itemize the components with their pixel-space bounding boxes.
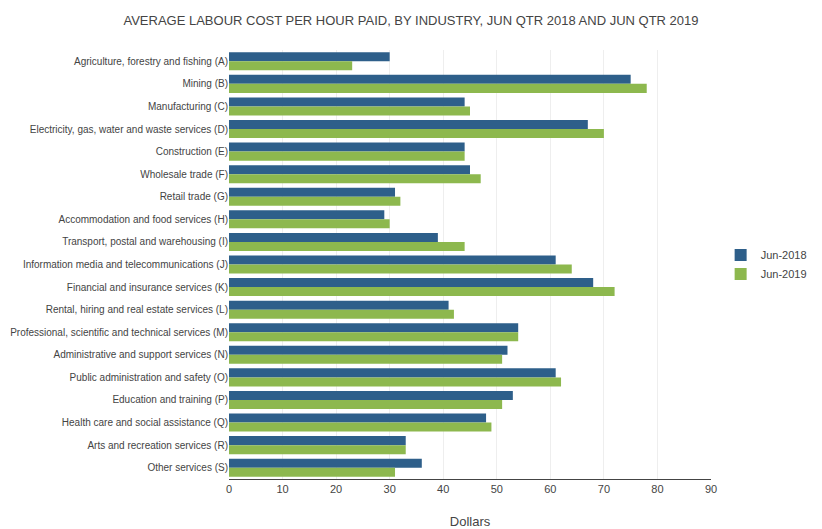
- svg-text:Retail trade (G): Retail trade (G): [160, 191, 228, 202]
- svg-text:10: 10: [276, 483, 288, 495]
- svg-text:Education and training (P): Education and training (P): [112, 394, 228, 405]
- svg-text:Rental, hiring and real estate: Rental, hiring and real estate services …: [46, 304, 228, 315]
- svg-text:Electricity, gas, water and wa: Electricity, gas, water and waste servic…: [30, 124, 228, 135]
- svg-text:Other services (S): Other services (S): [147, 462, 228, 473]
- svg-text:AVERAGE LABOUR COST PER HOUR P: AVERAGE LABOUR COST PER HOUR PAID, BY IN…: [123, 13, 698, 28]
- svg-text:Information media and telecomm: Information media and telecommunications…: [23, 259, 228, 270]
- svg-text:Transport, postal and warehous: Transport, postal and warehousing (I): [62, 236, 228, 247]
- svg-text:Dollars: Dollars: [450, 514, 491, 529]
- svg-text:Financial and insurance servic: Financial and insurance services (K): [67, 282, 228, 293]
- svg-text:90: 90: [705, 483, 717, 495]
- svg-text:Administrative and support ser: Administrative and support services (N): [53, 349, 228, 360]
- svg-text:Arts and recreation services (: Arts and recreation services (R): [87, 440, 228, 451]
- svg-text:Professional, scientific and t: Professional, scientific and technical s…: [10, 327, 228, 338]
- svg-text:Construction (E): Construction (E): [156, 146, 228, 157]
- svg-text:70: 70: [598, 483, 610, 495]
- svg-text:Manufacturing (C): Manufacturing (C): [148, 101, 228, 112]
- svg-text:Mining (B): Mining (B): [182, 78, 228, 89]
- svg-text:Wholesale trade (F): Wholesale trade (F): [140, 169, 228, 180]
- svg-text:Jun-2018: Jun-2018: [761, 249, 807, 261]
- svg-text:Accommodation and food service: Accommodation and food services (H): [58, 214, 228, 225]
- svg-text:40: 40: [437, 483, 449, 495]
- svg-text:Agriculture, forestry and fish: Agriculture, forestry and fishing (A): [74, 56, 228, 67]
- svg-text:60: 60: [544, 483, 556, 495]
- svg-text:Jun-2019: Jun-2019: [761, 268, 807, 280]
- svg-text:Health care and social assista: Health care and social assistance (Q): [62, 417, 228, 428]
- svg-text:30: 30: [384, 483, 396, 495]
- svg-text:0: 0: [226, 483, 232, 495]
- svg-text:20: 20: [330, 483, 342, 495]
- svg-text:Public administration and safe: Public administration and safety (O): [70, 372, 228, 383]
- svg-text:50: 50: [491, 483, 503, 495]
- svg-text:80: 80: [651, 483, 663, 495]
